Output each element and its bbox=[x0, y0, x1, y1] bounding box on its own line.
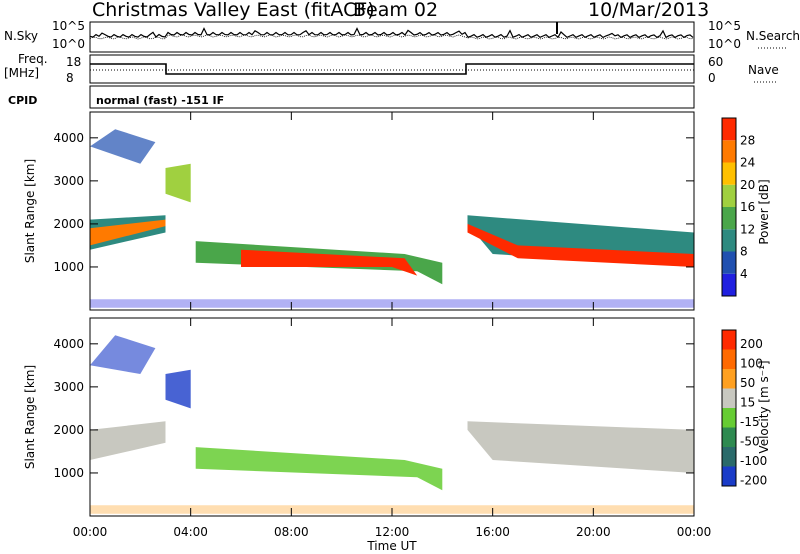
y-tick-label: 1000 bbox=[53, 260, 84, 274]
colorbar-tick-label: 24 bbox=[740, 156, 755, 170]
velocity-panel: 4000 3000 2000 1000 Slant Range [km] bbox=[23, 317, 695, 517]
colorbar-swatch bbox=[722, 388, 736, 408]
noise-panel: N.Sky 10^5 10^0 10^5 10^0 N.Search bbox=[4, 19, 800, 53]
x-tick-label: 08:00 bbox=[274, 525, 309, 539]
noise-tick-bottom-left: 10^0 bbox=[52, 37, 85, 51]
power-colorbar-label: Power [dB] bbox=[757, 179, 771, 244]
colorbar-tick-label: -200 bbox=[740, 473, 767, 487]
colorbar-tick-label: 200 bbox=[740, 337, 763, 351]
y-tick-label: 1000 bbox=[53, 466, 84, 480]
power-frame bbox=[89, 111, 695, 311]
colorbar-tick-label: 8 bbox=[740, 245, 748, 259]
colorbar-swatch bbox=[722, 330, 736, 350]
y-tick-label: 4000 bbox=[53, 131, 84, 145]
freq-unit: [MHz] bbox=[4, 66, 39, 80]
nave-label: Nave bbox=[748, 63, 779, 77]
freq-trace bbox=[90, 63, 694, 75]
freq-tick-bottom: 8 bbox=[66, 71, 74, 85]
nave-tick-top: 60 bbox=[708, 55, 723, 69]
site-title: Christmas Valley East (fitACF) bbox=[92, 0, 375, 21]
colorbar-swatch bbox=[722, 118, 736, 141]
y-tick-label: 3000 bbox=[53, 174, 84, 188]
x-axis-label: Time UT bbox=[366, 539, 417, 553]
colorbar-tick-label: 50 bbox=[740, 376, 755, 390]
echo-region bbox=[90, 421, 166, 460]
colorbar-swatch bbox=[722, 349, 736, 369]
colorbar-tick-label: 15 bbox=[740, 395, 755, 409]
colorbar-tick-label: 4 bbox=[740, 267, 748, 281]
colorbar-swatch bbox=[722, 273, 736, 296]
x-tick-label: 20:00 bbox=[576, 525, 611, 539]
colorbar-swatch bbox=[722, 251, 736, 274]
noise-tick-top-right: 10^5 bbox=[708, 19, 741, 33]
colorbar-swatch bbox=[722, 207, 736, 230]
colorbar-swatch bbox=[722, 229, 736, 252]
echo-region bbox=[90, 129, 156, 164]
velocity-heatmap bbox=[90, 335, 694, 514]
echo-region bbox=[90, 335, 156, 374]
cpid-label: CPID bbox=[8, 94, 37, 107]
noise-tick-top-left: 10^5 bbox=[52, 19, 85, 33]
colorbar-swatch bbox=[722, 408, 736, 428]
velocity-frame bbox=[89, 317, 695, 517]
velocity-y-ticks: 4000 3000 2000 1000 bbox=[53, 337, 694, 480]
velocity-colorbar: 200 100 50 15 -15 -50 -100 -200 bbox=[721, 329, 767, 487]
velocity-colorbar-label: Velocity [m s⁻¹] bbox=[757, 360, 771, 453]
nsky-label: N.Sky bbox=[4, 29, 38, 43]
noise-sky-trace bbox=[89, 27, 694, 39]
colorbar-tick-label: -100 bbox=[740, 454, 767, 468]
echo-region bbox=[165, 163, 191, 203]
echo-region bbox=[467, 223, 694, 267]
power-panel: 4000 3000 2000 1000 Slant Range [km] bbox=[23, 111, 695, 311]
power-colorbar: 28 24 20 16 12 8 4 bbox=[721, 117, 755, 297]
y-tick-label: 3000 bbox=[53, 380, 84, 394]
colorbar-tick-label: 20 bbox=[740, 178, 755, 192]
colorbar-tick-label: -50 bbox=[740, 434, 760, 448]
colorbar-tick-label: 16 bbox=[740, 200, 755, 214]
colorbar-swatch bbox=[722, 447, 736, 467]
x-tick-label: 04:00 bbox=[173, 525, 208, 539]
date-label: 10/Mar/2013 bbox=[588, 0, 709, 21]
echo-region bbox=[195, 447, 443, 491]
y-tick-label: 2000 bbox=[53, 423, 84, 437]
beam-label: Beam 02 bbox=[353, 0, 438, 21]
x-tick-label: 16:00 bbox=[475, 525, 510, 539]
colorbar-swatch bbox=[722, 184, 736, 207]
noise-search-trace bbox=[89, 34, 694, 40]
cpid-value: normal (fast) -151 IF bbox=[96, 94, 224, 107]
colorbar-swatch bbox=[722, 369, 736, 389]
colorbar-swatch bbox=[722, 162, 736, 185]
power-y-ticks: 4000 3000 2000 1000 bbox=[53, 131, 694, 274]
nsearch-label: N.Search bbox=[746, 29, 800, 43]
colorbar-frame bbox=[721, 117, 737, 297]
y-tick-label: 4000 bbox=[53, 337, 84, 351]
colorbar-tick-label: 28 bbox=[740, 133, 755, 147]
echo-region bbox=[241, 249, 418, 276]
freq-panel: Freq. [MHz] 18 8 60 0 Nave bbox=[4, 52, 779, 85]
velocity-ylabel: Slant Range [km] bbox=[23, 365, 37, 469]
colorbar-swatch bbox=[722, 140, 736, 163]
y-tick-label: 2000 bbox=[53, 217, 84, 231]
freq-label: Freq. bbox=[18, 52, 48, 66]
colorbar-swatch bbox=[722, 466, 736, 486]
x-axis: 00:00 04:00 08:00 12:00 16:00 20:00 00:00 bbox=[73, 112, 712, 539]
noise-tick-bottom-right: 10^0 bbox=[708, 37, 741, 51]
echo-region bbox=[165, 369, 191, 409]
echo-region bbox=[90, 219, 166, 246]
echo-region bbox=[467, 421, 694, 473]
power-heatmap bbox=[90, 129, 694, 308]
colorbar-frame bbox=[721, 329, 737, 487]
x-tick-label: 12:00 bbox=[375, 525, 410, 539]
nave-tick-bottom: 0 bbox=[708, 71, 716, 85]
colorbar-tick-label: 12 bbox=[740, 222, 755, 236]
power-ylabel: Slant Range [km] bbox=[23, 159, 37, 263]
colorbar-swatch bbox=[722, 427, 736, 447]
freq-tick-top: 18 bbox=[66, 55, 81, 69]
x-tick-label: 00:00 bbox=[677, 525, 712, 539]
colorbar-tick-label: -15 bbox=[740, 415, 760, 429]
colorbar-tick-label: 100 bbox=[740, 356, 763, 370]
x-tick-label: 00:00 bbox=[73, 525, 108, 539]
